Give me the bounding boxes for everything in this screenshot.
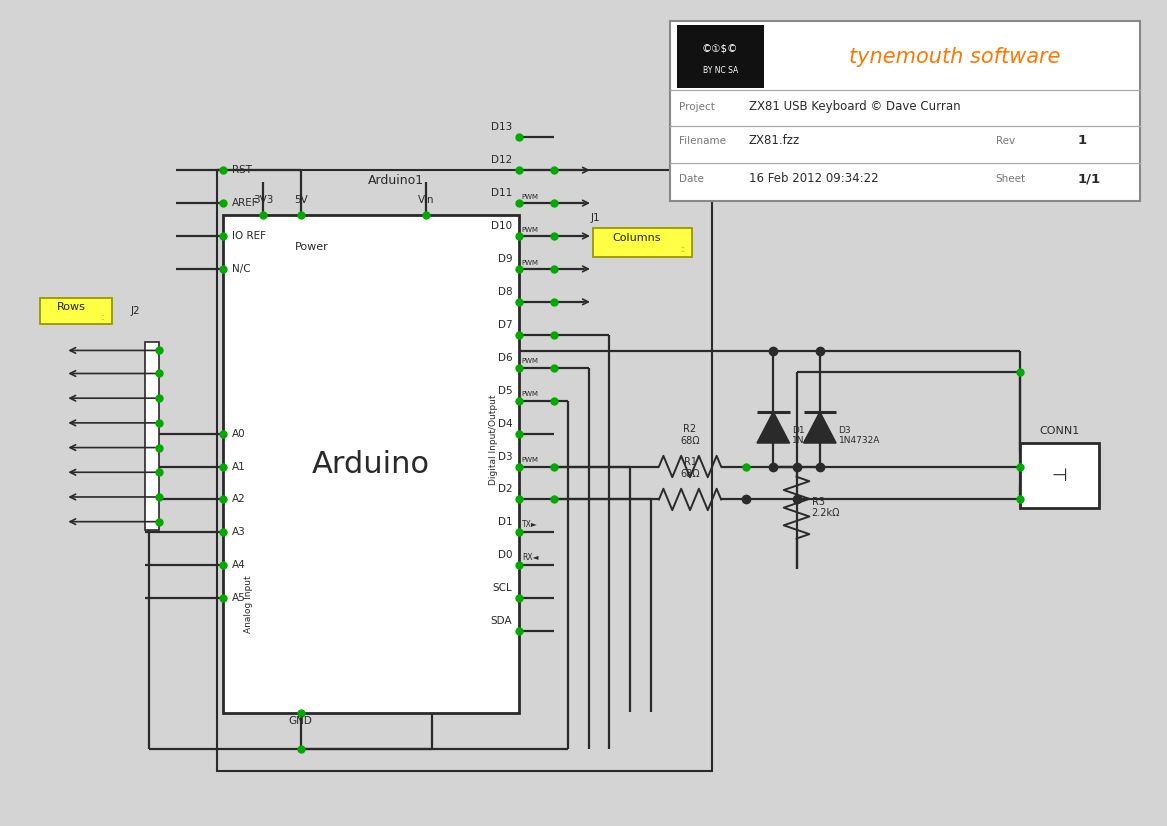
Text: GND: GND: [288, 716, 313, 726]
Text: D3: D3: [498, 452, 512, 462]
Text: D3
1N4732A: D3 1N4732A: [838, 426, 880, 445]
Text: CONN1: CONN1: [1040, 426, 1079, 436]
Text: D2: D2: [498, 485, 512, 495]
Bar: [40, 297, 112, 324]
Text: N/C: N/C: [232, 264, 251, 274]
Text: D5: D5: [498, 386, 512, 396]
Text: Arduino1: Arduino1: [368, 174, 425, 188]
Text: Power: Power: [295, 242, 329, 252]
Text: D0: D0: [498, 550, 512, 560]
Text: Project: Project: [679, 102, 715, 112]
Text: A4: A4: [232, 560, 246, 570]
Text: Vin: Vin: [418, 195, 434, 205]
Text: J1: J1: [591, 213, 600, 223]
Text: Rev: Rev: [995, 135, 1015, 146]
Text: R3
2.2kΩ: R3 2.2kΩ: [812, 497, 840, 519]
Text: D4: D4: [498, 419, 512, 429]
Text: Rows: Rows: [57, 302, 86, 312]
Text: RX◄: RX◄: [522, 553, 538, 562]
Text: ::: ::: [100, 312, 105, 321]
Bar: [677, 25, 764, 88]
Text: PWM: PWM: [522, 226, 539, 233]
Text: PWM: PWM: [522, 358, 539, 364]
Text: ©①$©: ©①$©: [703, 44, 739, 54]
Text: ZX81.fzz: ZX81.fzz: [749, 135, 801, 147]
Text: D13: D13: [491, 122, 512, 132]
Bar: [223, 216, 519, 714]
Text: Arduino: Arduino: [312, 450, 429, 479]
Text: Date: Date: [679, 173, 704, 183]
Bar: [593, 228, 692, 257]
Bar: [670, 21, 1140, 201]
Polygon shape: [757, 412, 790, 443]
Text: RST: RST: [232, 165, 252, 175]
Text: ⊣: ⊣: [1051, 467, 1068, 485]
Text: A1: A1: [232, 462, 246, 472]
Text: tynemouth software: tynemouth software: [848, 47, 1060, 67]
Text: 16 Feb 2012 09:34:22: 16 Feb 2012 09:34:22: [749, 172, 879, 185]
Text: Filename: Filename: [679, 135, 726, 146]
Text: 5V: 5V: [294, 195, 307, 205]
Text: 1/1: 1/1: [1077, 172, 1100, 185]
Text: PWM: PWM: [522, 458, 539, 463]
Text: SCL: SCL: [492, 583, 512, 593]
Text: AREF: AREF: [232, 198, 259, 208]
Text: A3: A3: [232, 527, 246, 538]
Text: D7: D7: [498, 320, 512, 330]
Text: J2: J2: [131, 306, 140, 316]
Text: D1: D1: [498, 517, 512, 528]
Bar: [145, 342, 159, 530]
Text: D6: D6: [498, 353, 512, 363]
Text: Digital Input/Output: Digital Input/Output: [489, 394, 498, 485]
Text: PWM: PWM: [522, 392, 539, 397]
Text: R1
68Ω: R1 68Ω: [680, 458, 700, 479]
Text: TX►: TX►: [522, 520, 538, 529]
Text: D9: D9: [498, 254, 512, 264]
Text: Columns: Columns: [613, 233, 661, 243]
Bar: [217, 170, 712, 771]
Text: BY NC SA: BY NC SA: [703, 66, 738, 75]
Text: D11: D11: [491, 188, 512, 198]
Text: PWM: PWM: [522, 194, 539, 200]
Text: ::: ::: [680, 245, 685, 254]
Text: 1: 1: [1077, 135, 1086, 147]
Text: Analog Input: Analog Input: [244, 575, 253, 633]
Text: IO REF: IO REF: [232, 231, 266, 241]
Text: Sheet: Sheet: [995, 173, 1026, 183]
Text: D8: D8: [498, 287, 512, 297]
Polygon shape: [804, 412, 836, 443]
Text: D1
1N4732A: D1 1N4732A: [792, 426, 833, 445]
Text: D12: D12: [491, 155, 512, 165]
Text: PWM: PWM: [522, 259, 539, 266]
Text: A2: A2: [232, 495, 246, 505]
Bar: [1020, 444, 1099, 508]
Text: D10: D10: [491, 221, 512, 231]
Text: R2
68Ω: R2 68Ω: [680, 425, 700, 446]
Text: A0: A0: [232, 429, 245, 439]
Text: A5: A5: [232, 593, 246, 603]
Text: 3V3: 3V3: [253, 195, 273, 205]
Text: ZX81 USB Keyboard © Dave Curran: ZX81 USB Keyboard © Dave Curran: [749, 100, 960, 113]
Text: SDA: SDA: [491, 616, 512, 626]
